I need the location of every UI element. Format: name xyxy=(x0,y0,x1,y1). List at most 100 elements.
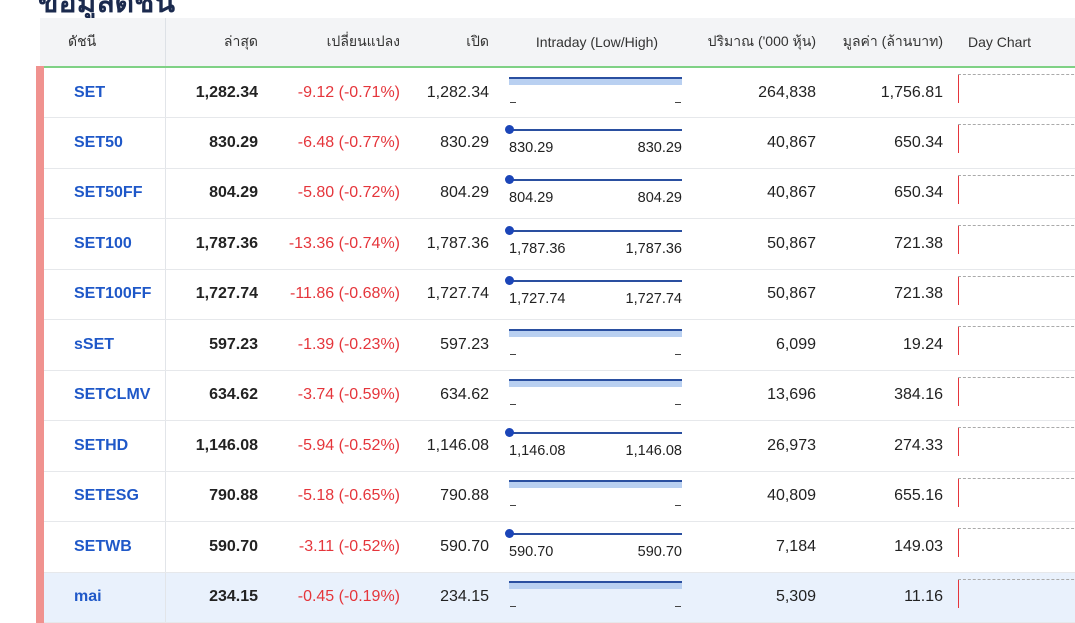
range-band xyxy=(509,581,682,590)
index-name-link[interactable]: mai xyxy=(36,572,166,623)
change-value: -5.94 (-0.52%) xyxy=(265,420,407,472)
table-row[interactable]: SET100 1,787.36 -13.36 (-0.74%) 1,787.36 1,7… xyxy=(36,218,1075,270)
day-chart-cell[interactable] xyxy=(950,572,1075,623)
intraday-high: 804.29 xyxy=(637,190,682,207)
trade-value: 1,756.81 xyxy=(823,67,950,118)
intraday-low: 1,146.08 xyxy=(509,442,566,459)
day-chart-sparkline xyxy=(958,376,1075,406)
trade-value: 650.34 xyxy=(823,168,950,219)
intraday-low: 590.70 xyxy=(509,543,554,560)
intraday-cell xyxy=(496,471,698,522)
change-value: -1.39 (-0.23%) xyxy=(265,319,407,371)
intraday-cell xyxy=(496,319,698,371)
intraday-low: 1,727.74 xyxy=(509,291,566,308)
open-value: 234.15 xyxy=(407,572,496,623)
volume-value: 40,809 xyxy=(698,471,823,522)
column-header-intraday[interactable]: Intraday (Low/High) xyxy=(496,18,698,68)
day-chart-sparkline xyxy=(958,124,1075,153)
day-chart-cell[interactable] xyxy=(950,471,1075,522)
table-row[interactable]: SET100FF 1,727.74 -11.86 (-0.68%) 1,727.74 1… xyxy=(36,269,1075,320)
day-chart-cell[interactable] xyxy=(950,319,1075,371)
open-value: 804.29 xyxy=(407,168,496,219)
volume-value: 7,184 xyxy=(698,521,823,573)
index-name-link[interactable]: SET100FF xyxy=(36,269,166,320)
table-row[interactable]: SET50FF 804.29 -5.80 (-0.72%) 804.29 804.29 8… xyxy=(36,168,1075,219)
index-name-link[interactable]: SET50FF xyxy=(36,168,166,219)
table-row[interactable]: SET50 830.29 -6.48 (-0.77%) 830.29 830.29 830… xyxy=(36,117,1075,169)
open-value: 1,282.34 xyxy=(407,67,496,118)
intraday-range-bar: 1,146.08 1,146.08 xyxy=(505,427,682,464)
column-header-day-chart: Day Chart xyxy=(950,18,1075,68)
column-header-volume[interactable]: ปริมาณ ('000 หุ้น) xyxy=(698,18,823,68)
day-chart-tick xyxy=(958,478,959,507)
index-name-link[interactable]: SET xyxy=(36,67,166,118)
range-band xyxy=(509,328,682,337)
intraday-range-bar xyxy=(509,579,682,615)
day-chart-tick xyxy=(958,75,959,103)
day-chart-cell[interactable] xyxy=(950,218,1075,270)
last-value: 590.70 xyxy=(165,521,265,573)
day-chart-cell[interactable] xyxy=(950,168,1075,219)
column-header-change[interactable]: เปลี่ยนแปลง xyxy=(265,18,407,68)
trade-value: 721.38 xyxy=(823,269,950,320)
intraday-range-bar xyxy=(509,377,682,413)
volume-value: 50,867 xyxy=(698,269,823,320)
column-header-open[interactable]: เปิด xyxy=(407,18,496,68)
column-header-last[interactable]: ล่าสุด xyxy=(165,18,265,68)
day-chart-sparkline xyxy=(958,174,1075,204)
index-name-link[interactable]: sSET xyxy=(36,319,166,371)
trade-value: 149.03 xyxy=(823,521,950,573)
day-chart-cell[interactable] xyxy=(950,269,1075,320)
trade-value: 650.34 xyxy=(823,117,950,169)
low-placeholder-dash xyxy=(510,101,516,103)
index-name-link[interactable]: SETCLMV xyxy=(36,370,166,421)
table-row[interactable]: SET 1,282.34 -9.12 (-0.71%) 1,282.34 264,838… xyxy=(36,67,1075,118)
day-chart-sparkline xyxy=(958,326,1075,355)
page-title: ข้อมูลดัชนี xyxy=(38,0,176,20)
day-chart-tick xyxy=(958,327,959,355)
intraday-high: 1,727.74 xyxy=(625,291,682,308)
low-placeholder-dash xyxy=(510,606,516,608)
table-row[interactable]: SETESG 790.88 -5.18 (-0.65%) 790.88 40,809 65… xyxy=(36,471,1075,522)
column-header-index[interactable]: ดัชนี xyxy=(40,18,166,68)
intraday-high: 590.70 xyxy=(637,543,682,560)
table-row[interactable]: mai 234.15 -0.45 (-0.19%) 234.15 5,309 11.16 xyxy=(36,572,1075,623)
index-name-link[interactable]: SET100 xyxy=(36,218,166,270)
range-line xyxy=(509,532,682,535)
day-chart-cell[interactable] xyxy=(950,67,1075,118)
open-value: 1,727.74 xyxy=(407,269,496,320)
table-header: ดัชนี ล่าสุด เปลี่ยนแปลง เปิด Intraday (… xyxy=(40,18,1075,68)
open-value: 1,787.36 xyxy=(407,218,496,270)
table-body: SET 1,282.34 -9.12 (-0.71%) 1,282.34 264,838… xyxy=(36,67,1075,623)
intraday-range-bar xyxy=(509,75,682,111)
intraday-range-bar: 804.29 804.29 xyxy=(505,175,682,211)
index-name-link[interactable]: SETWB xyxy=(36,521,166,573)
current-marker xyxy=(505,175,514,185)
day-chart-cell[interactable] xyxy=(950,117,1075,169)
change-value: -13.36 (-0.74%) xyxy=(265,218,407,270)
index-name-link[interactable]: SET50 xyxy=(36,117,166,169)
day-chart-sparkline xyxy=(958,427,1075,456)
intraday-low: 804.29 xyxy=(509,190,554,207)
range-line xyxy=(509,431,682,434)
table-row[interactable]: SETHD 1,146.08 -5.94 (-0.52%) 1,146.08 1,146… xyxy=(36,420,1075,472)
range-band xyxy=(509,379,682,388)
column-header-value[interactable]: มูลค่า (ล้านบาท) xyxy=(823,18,950,68)
volume-value: 40,867 xyxy=(698,168,823,219)
day-chart-sparkline xyxy=(958,578,1075,608)
change-value: -9.12 (-0.71%) xyxy=(265,67,407,118)
day-chart-cell[interactable] xyxy=(950,420,1075,472)
day-chart-sparkline xyxy=(958,528,1075,557)
day-chart-cell[interactable] xyxy=(950,521,1075,573)
high-placeholder-dash xyxy=(675,101,681,103)
last-value: 830.29 xyxy=(165,117,265,169)
index-name-link[interactable]: SETESG xyxy=(36,471,166,522)
index-name-link[interactable]: SETHD xyxy=(36,420,166,472)
table-row[interactable]: sSET 597.23 -1.39 (-0.23%) 597.23 6,099 19.24 xyxy=(36,319,1075,371)
table-row[interactable]: SETCLMV 634.62 -3.74 (-0.59%) 634.62 13,696 3… xyxy=(36,370,1075,421)
table-row[interactable]: SETWB 590.70 -3.11 (-0.52%) 590.70 590.70 590… xyxy=(36,521,1075,573)
intraday-cell: 830.29 830.29 xyxy=(496,117,698,169)
range-line xyxy=(509,280,682,283)
range-line xyxy=(509,128,682,131)
day-chart-cell[interactable] xyxy=(950,370,1075,421)
